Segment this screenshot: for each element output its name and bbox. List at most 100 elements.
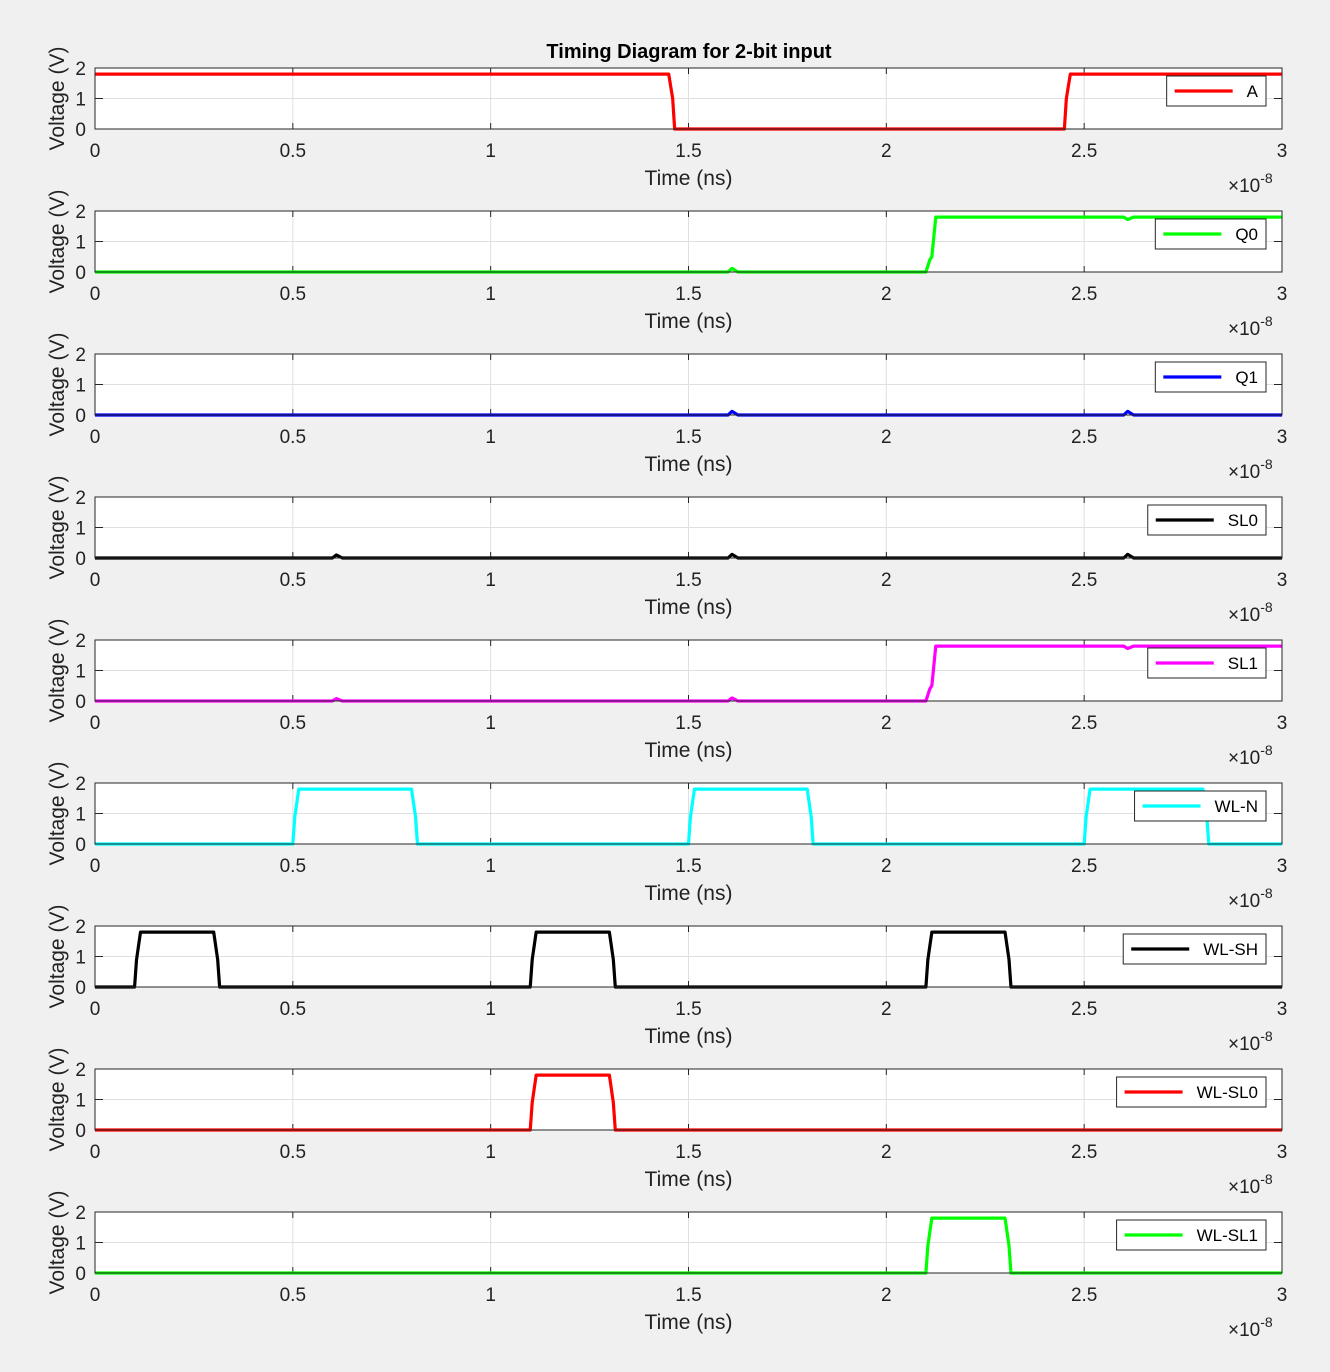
x-tick-label: 1: [485, 999, 496, 1020]
subplot-q0: 0 0.5 1 1.5 2 2.5 3 0 1 2 Time (ns) Voltage (V) ×10-…: [46, 190, 1287, 340]
x-tick-label: 3: [1277, 141, 1288, 162]
legend-label: WL-N: [1215, 797, 1258, 816]
legend-q0: Q0: [1154, 218, 1267, 250]
x-tick-label: 0.5: [280, 1142, 306, 1163]
x-tick-label: 1.5: [675, 141, 701, 162]
subplot-a: 0 0.5 1 1.5 2 2.5 3 0 1 2 Time (ns) Voltage (V) ×10-…: [46, 47, 1287, 197]
x-tick-label: 0: [90, 570, 101, 591]
subplot-sl1: 0 0.5 1 1.5 2 2.5 3 0 1 2 Time (ns) Voltage (V) ×10-…: [46, 619, 1287, 769]
y-axis-label: Voltage (V): [46, 905, 69, 1009]
x-tick-label: 2: [881, 1142, 892, 1163]
y-axis-label: Voltage (V): [46, 619, 69, 723]
legend-label: Q0: [1235, 225, 1258, 244]
y-tick-label: 2: [75, 1060, 86, 1081]
axes-box: [94, 210, 1283, 273]
y-tick-label: 2: [75, 59, 86, 80]
x-tick-label: 1: [485, 856, 496, 877]
legend-label: Q1: [1235, 368, 1258, 387]
x-tick-label: 0: [90, 1285, 101, 1306]
x-tick-label: 3: [1277, 1142, 1288, 1163]
legend-label: SL1: [1228, 654, 1258, 673]
subplot-panels: 0 0.5 1 1.5 2 2.5 3 0 1 2 Time (ns) Voltage (V) ×10-…: [46, 47, 1287, 1341]
x-tick-label: 2: [881, 141, 892, 162]
x-tick-label: 1: [485, 284, 496, 305]
x-tick-label: 2.5: [1071, 856, 1097, 877]
x-axis-exponent: ×10-8: [1228, 313, 1273, 340]
legend-label: SL0: [1228, 511, 1258, 530]
subplot-wl-sl1: 0 0.5 1 1.5 2 2.5 3 0 1 2 Time (ns) Voltage (V) ×10-…: [46, 1191, 1287, 1341]
x-tick-label: 2.5: [1071, 713, 1097, 734]
y-tick-label: 1: [75, 1091, 86, 1112]
x-tick-label: 2.5: [1071, 570, 1097, 591]
x-tick-label: 1.5: [675, 713, 701, 734]
y-tick-label: 1: [75, 662, 86, 683]
x-axis-exponent: ×10-8: [1228, 742, 1273, 769]
x-tick-label: 3: [1277, 427, 1288, 448]
x-tick-label: 0.5: [280, 713, 306, 734]
y-tick-label: 0: [75, 978, 86, 999]
x-axis-label: Time (ns): [645, 453, 733, 476]
x-axis-exponent: ×10-8: [1228, 1028, 1273, 1055]
series-line-q0: [95, 215, 1282, 274]
subplot-wl-sh: 0 0.5 1 1.5 2 2.5 3 0 1 2 Time (ns) Voltage (V) ×10-…: [46, 905, 1287, 1055]
y-tick-label: 0: [75, 1121, 86, 1142]
x-tick-label: 1: [485, 141, 496, 162]
x-tick-label: 0: [90, 141, 101, 162]
x-axis-label: Time (ns): [645, 596, 733, 619]
y-tick-label: 2: [75, 631, 86, 652]
y-tick-label: 2: [75, 917, 86, 938]
x-tick-label: 0.5: [280, 856, 306, 877]
x-tick-label: 2: [881, 427, 892, 448]
y-tick-label: 0: [75, 263, 86, 284]
legend-label: WL-SH: [1203, 940, 1258, 959]
x-tick-label: 1.5: [675, 1285, 701, 1306]
x-axis-exponent: ×10-8: [1228, 1314, 1273, 1341]
y-axis-label: Voltage (V): [46, 47, 69, 151]
x-axis-exponent: ×10-8: [1228, 1171, 1273, 1198]
x-tick-label: 0.5: [280, 427, 306, 448]
x-tick-label: 1.5: [675, 999, 701, 1020]
x-tick-label: 3: [1277, 1285, 1288, 1306]
x-axis-exponent: ×10-8: [1228, 170, 1273, 197]
y-tick-label: 2: [75, 488, 86, 509]
axes-box: [94, 353, 1283, 416]
y-axis-label: Voltage (V): [46, 762, 69, 866]
y-tick-label: 0: [75, 835, 86, 856]
y-tick-label: 1: [75, 233, 86, 254]
axes-box: [94, 1068, 1283, 1131]
y-tick-label: 0: [75, 549, 86, 570]
y-tick-label: 1: [75, 519, 86, 540]
x-tick-label: 1.5: [675, 427, 701, 448]
y-tick-label: 2: [75, 345, 86, 366]
x-tick-label: 0.5: [280, 284, 306, 305]
x-tick-label: 2: [881, 713, 892, 734]
legend-label: A: [1247, 82, 1259, 101]
x-tick-label: 2: [881, 570, 892, 591]
x-tick-label: 0.5: [280, 1285, 306, 1306]
subplot-wl-n: 0 0.5 1 1.5 2 2.5 3 0 1 2 Time (ns) Voltage (V) ×10-…: [46, 762, 1287, 912]
x-axis-exponent: ×10-8: [1228, 885, 1273, 912]
legend-sl1: SL1: [1147, 647, 1267, 679]
y-tick-label: 0: [75, 120, 86, 141]
y-axis-label: Voltage (V): [46, 333, 69, 437]
x-tick-label: 0: [90, 713, 101, 734]
y-tick-label: 1: [75, 1234, 86, 1255]
axes-box: [94, 496, 1283, 559]
subplot-sl0: 0 0.5 1 1.5 2 2.5 3 0 1 2 Time (ns) Voltage (V) ×10-…: [46, 476, 1287, 626]
axes-box: [94, 1211, 1283, 1274]
x-tick-label: 1: [485, 570, 496, 591]
subplot-q1: 0 0.5 1 1.5 2 2.5 3 0 1 2 Time (ns) Voltage (V) ×10-…: [46, 333, 1287, 483]
x-tick-label: 2: [881, 999, 892, 1020]
x-tick-label: 0.5: [280, 570, 306, 591]
x-tick-label: 2.5: [1071, 1142, 1097, 1163]
x-tick-label: 3: [1277, 713, 1288, 734]
y-tick-label: 1: [75, 376, 86, 397]
y-tick-label: 2: [75, 774, 86, 795]
x-axis-label: Time (ns): [645, 167, 733, 190]
x-tick-label: 3: [1277, 999, 1288, 1020]
y-tick-label: 1: [75, 948, 86, 969]
x-axis-label: Time (ns): [645, 739, 733, 762]
x-axis-label: Time (ns): [645, 1168, 733, 1191]
legend-q1: Q1: [1154, 361, 1267, 393]
